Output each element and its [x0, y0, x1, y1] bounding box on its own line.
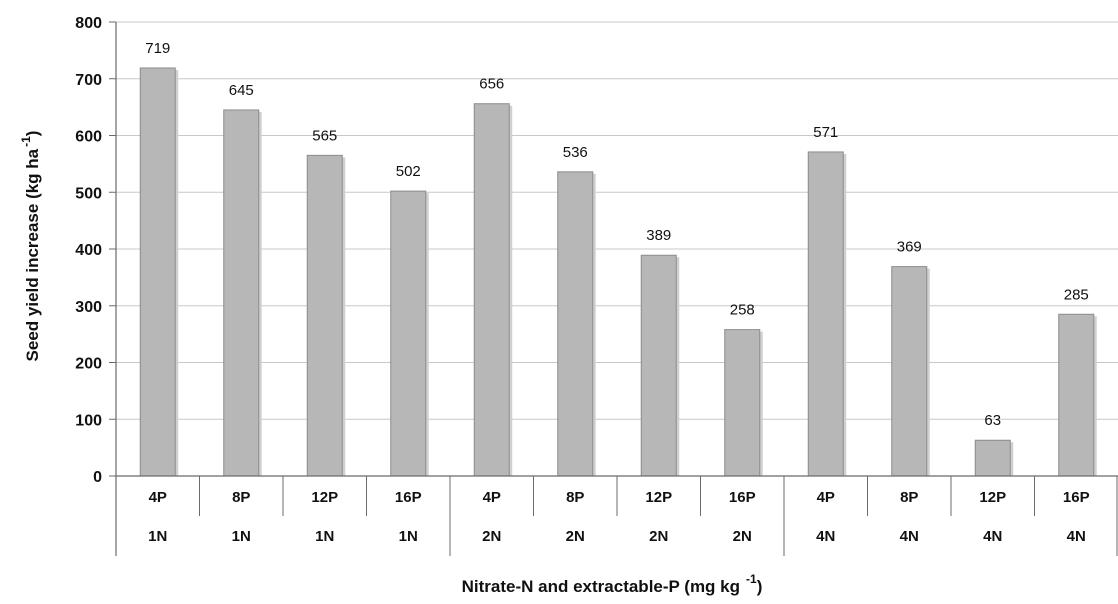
- data-label: 571: [813, 124, 838, 141]
- axes: [109, 21, 1118, 556]
- grid-lines: [116, 21, 1118, 420]
- y-tick-label: 400: [75, 242, 102, 259]
- y-axis-title-close: ): [23, 131, 42, 137]
- y-tick-label: 600: [75, 129, 102, 146]
- data-label: 719: [145, 40, 170, 57]
- x-tick-label-p: 16P: [395, 489, 422, 506]
- x-tick-label-n: 2N: [482, 528, 501, 545]
- y-axis-title-exponent: -1: [19, 136, 33, 147]
- x-axis-title-main: Nitrate-N and extractable-P (mg kg: [462, 577, 740, 596]
- data-label: 63: [984, 412, 1001, 429]
- x-tick-label-p: 8P: [566, 489, 584, 506]
- x-tick-label-p: 4P: [817, 489, 835, 506]
- y-tick-label: 100: [75, 412, 102, 429]
- bar: [974, 439, 1011, 477]
- x-tick-label-n: 2N: [649, 528, 668, 545]
- data-label: 389: [646, 227, 671, 244]
- x-tick-label-n: 4N: [1067, 528, 1086, 545]
- data-label: 502: [396, 163, 421, 180]
- y-axis-title-main: Seed yield increase (kg ha: [23, 148, 42, 361]
- bar: [557, 171, 594, 477]
- svg-text:Seed yield increase (kg ha-1): Seed yield increase (kg ha-1): [19, 131, 42, 362]
- data-label: 285: [1064, 286, 1089, 303]
- bar: [306, 154, 343, 477]
- bars: [139, 67, 1097, 477]
- x-tick-label-n: 2N: [566, 528, 585, 545]
- x-tick-label-p: 8P: [900, 489, 918, 506]
- bar: [1058, 313, 1095, 477]
- x-tick-label-p: 12P: [979, 489, 1006, 506]
- y-tick-label: 500: [75, 185, 102, 202]
- data-label: 565: [312, 127, 337, 144]
- x-tick-label-p: 4P: [483, 489, 501, 506]
- x-tick-label-p: 16P: [1063, 489, 1090, 506]
- x-tick-label-p: 8P: [232, 489, 250, 506]
- bar: [139, 67, 176, 477]
- x-tick-label-n: 1N: [232, 528, 251, 545]
- x-tick-label-n: 4N: [816, 528, 835, 545]
- x-axis-title-close: ): [757, 577, 763, 596]
- y-tick-label: 200: [75, 356, 102, 373]
- data-label: 656: [479, 76, 504, 93]
- bar: [390, 190, 427, 477]
- x-tick-label-p: 12P: [645, 489, 672, 506]
- labels: 0 100 200 300 400 500 600 700 800 719 4P 1N 645 8P 1N 5…: [75, 15, 1089, 545]
- x-tick-label-p: 12P: [311, 489, 338, 506]
- x-tick-label-n: 1N: [399, 528, 418, 545]
- y-axis-title: Seed yield increase (kg ha-1): [19, 131, 42, 362]
- x-tick-label-p: 4P: [149, 489, 167, 506]
- data-label: 369: [897, 239, 922, 256]
- bar: [807, 151, 844, 477]
- bar: [724, 329, 761, 477]
- bar: [891, 266, 928, 477]
- x-axis-title: Nitrate-N and extractable-P (mg kg -1): [462, 572, 763, 596]
- x-tick-label-n: 2N: [733, 528, 752, 545]
- bar: [640, 254, 677, 477]
- data-label: 536: [563, 144, 588, 161]
- y-tick-label: 0: [93, 469, 102, 486]
- x-axis-title-exponent: -1: [746, 572, 757, 586]
- y-tick-label: 700: [75, 72, 102, 89]
- data-label: 258: [730, 302, 755, 319]
- x-tick-label-n: 1N: [315, 528, 334, 545]
- y-tick-label: 800: [75, 15, 102, 32]
- x-tick-label-n: 4N: [983, 528, 1002, 545]
- x-tick-label-n: 4N: [900, 528, 919, 545]
- x-tick-label-p: 16P: [729, 489, 756, 506]
- x-tick-label-n: 1N: [148, 528, 167, 545]
- bar: [473, 103, 510, 477]
- data-label: 645: [229, 82, 254, 99]
- bar: [223, 109, 260, 477]
- y-tick-label: 300: [75, 299, 102, 316]
